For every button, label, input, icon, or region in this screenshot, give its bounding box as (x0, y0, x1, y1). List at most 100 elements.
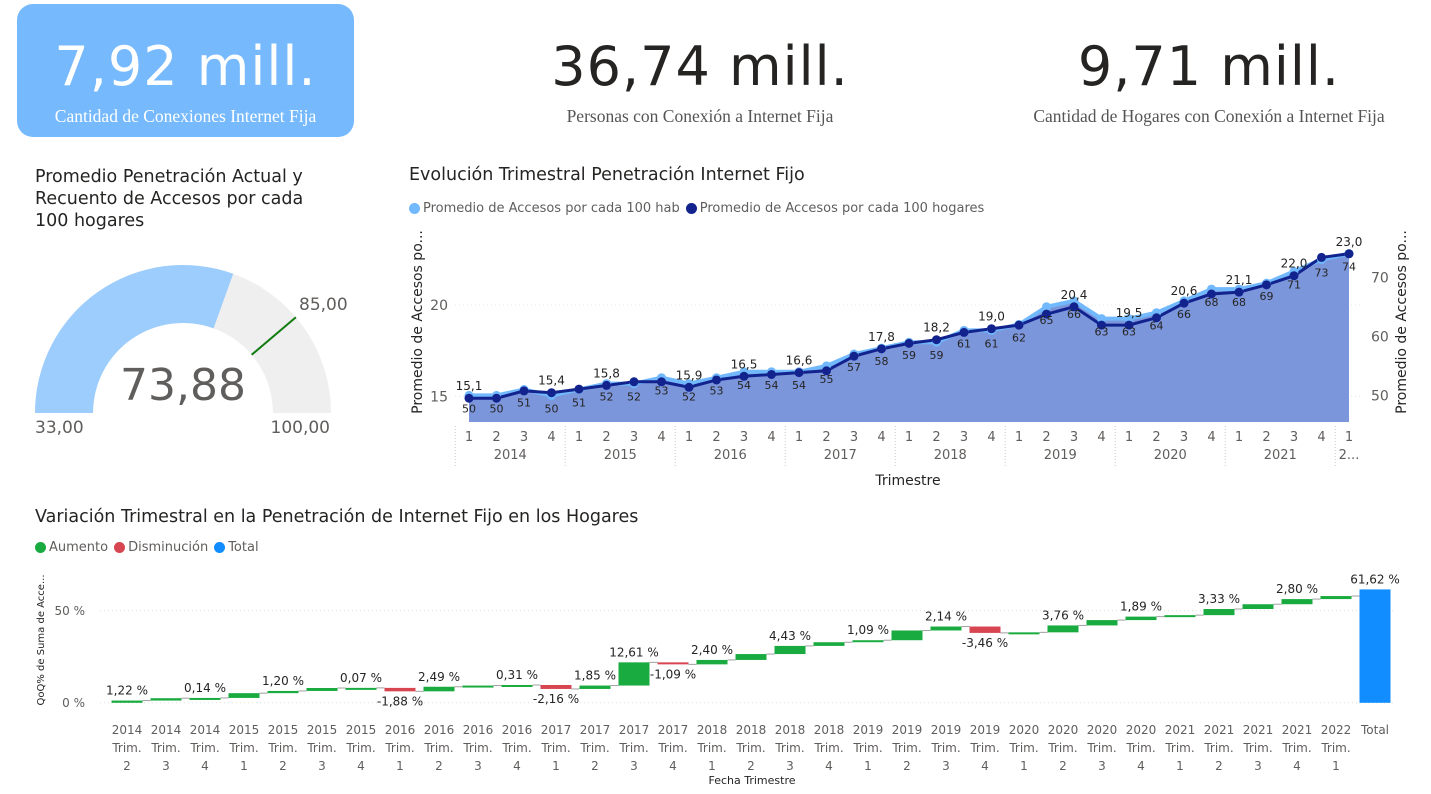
bar-aumento[interactable] (150, 698, 182, 701)
bar-aumento[interactable] (618, 662, 650, 686)
bar-aumento[interactable] (1125, 616, 1157, 621)
bar-aumento[interactable] (462, 685, 494, 688)
legend-hog-dot (685, 203, 697, 214)
point-hab[interactable] (767, 369, 776, 379)
line-chart[interactable]: 15 20 50 60 70 1 2 3 4 1 2 3 4 1 2 3 4 1 2 3 4 1 2 3 4 1 2 3 4 1 2 3 4 1 2… (400, 222, 1431, 494)
bar-aumento[interactable] (189, 697, 221, 700)
bar-disminucion[interactable] (969, 626, 1001, 633)
point-hab[interactable] (794, 368, 804, 378)
point-hab[interactable] (1042, 309, 1051, 319)
point-hab[interactable] (1179, 298, 1189, 308)
bar-aumento[interactable] (111, 700, 143, 703)
point-hogares[interactable] (1124, 314, 1134, 324)
bar-aumento[interactable] (423, 686, 455, 692)
point-hab[interactable] (492, 393, 501, 403)
quarter-tick-label: 3 (1070, 430, 1078, 445)
point-hab[interactable] (1262, 280, 1271, 290)
bar-aumento[interactable] (228, 693, 260, 698)
bar-total[interactable] (1359, 589, 1391, 703)
point-hab[interactable] (684, 382, 694, 392)
point-hab[interactable] (1207, 289, 1216, 299)
bar-aumento[interactable] (1047, 625, 1079, 633)
bar-aumento[interactable] (696, 659, 728, 665)
point-hab[interactable] (1014, 320, 1024, 330)
kpi-card-personas[interactable]: 36,74 mill. Personas con Conexión a Inte… (500, 4, 900, 137)
point-hab[interactable] (712, 375, 721, 385)
bar-aumento[interactable] (267, 690, 299, 694)
bar-aumento[interactable] (891, 630, 923, 641)
waterfall-x-tick: 2014 (112, 723, 143, 737)
waterfall-data-label: 2,40 % (691, 643, 733, 657)
point-hab[interactable] (519, 386, 529, 396)
waterfall-x-tick: Trim. (657, 741, 687, 755)
bar-aumento[interactable] (1320, 596, 1352, 600)
bar-aumento[interactable] (813, 642, 845, 646)
data-label-hab: 20,6 (1171, 284, 1198, 298)
point-hab[interactable] (877, 344, 886, 354)
point-hab[interactable] (629, 377, 639, 387)
bar-aumento[interactable] (852, 640, 884, 643)
point-hab[interactable] (1097, 320, 1106, 330)
bar-aumento[interactable] (735, 654, 767, 660)
quarter-tick-label: 2 (932, 430, 940, 445)
kpi-card-conexiones[interactable]: 7,92 mill. Cantidad de Conexiones Intern… (17, 4, 354, 137)
point-hab[interactable] (959, 327, 969, 337)
waterfall-title: Variación Trimestral en la Penetración d… (35, 507, 639, 527)
point-hab[interactable] (574, 384, 584, 394)
point-hab[interactable] (1124, 320, 1134, 330)
waterfall-data-label: 4,43 % (769, 629, 811, 643)
bar-aumento[interactable] (579, 685, 611, 689)
waterfall-x-tick: 3 (162, 759, 170, 773)
point-hab[interactable] (822, 366, 831, 376)
kpi-card-hogares[interactable]: 9,71 mill. Cantidad de Hogares con Conex… (995, 4, 1423, 137)
legend-total-dot (214, 542, 226, 553)
legend-total[interactable]: Total (214, 540, 259, 555)
legend-hog-label: Promedio de Accesos por cada 100 hogares (699, 201, 985, 216)
bar-aumento[interactable] (501, 684, 533, 687)
legend-aumento[interactable]: Aumento (35, 540, 108, 555)
legend-total-label: Total (228, 540, 259, 555)
point-hab[interactable] (547, 388, 556, 398)
point-hogares[interactable] (1097, 314, 1106, 324)
gauge-chart[interactable]: 73,88 33,00 100,00 85,00 (0, 250, 360, 450)
point-hab[interactable] (1317, 252, 1326, 262)
bar-aumento[interactable] (1086, 620, 1118, 626)
bar-aumento[interactable] (774, 645, 806, 655)
bar-aumento[interactable] (345, 687, 377, 690)
bar-aumento[interactable] (1164, 615, 1196, 618)
waterfall-x-tick: 2019 (970, 723, 1001, 737)
point-hogares[interactable] (1042, 302, 1051, 312)
point-hab[interactable] (1152, 313, 1161, 323)
bar-aumento[interactable] (1242, 604, 1274, 610)
waterfall-x-tick: Trim. (1242, 741, 1272, 755)
point-hab[interactable] (1289, 271, 1299, 281)
point-hab[interactable] (739, 371, 749, 381)
point-hab[interactable] (464, 393, 474, 403)
data-label-hogares: 51 (572, 397, 586, 410)
waterfall-chart[interactable]: 0 % 50 % 1,22 % 0,14 % 1,20 % 0,07 % -1,88 % 2… (0, 560, 1431, 794)
bar-aumento[interactable] (1008, 632, 1040, 635)
waterfall-x-tick: Trim. (501, 741, 531, 755)
quarter-tick-label: 1 (1345, 430, 1353, 445)
point-hab[interactable] (987, 324, 996, 334)
bar-aumento[interactable] (1281, 599, 1313, 605)
point-hab[interactable] (657, 377, 666, 387)
bar-disminucion[interactable] (540, 684, 572, 689)
bar-aumento[interactable] (1203, 609, 1235, 616)
bar-disminucion[interactable] (657, 662, 689, 665)
data-label-hogares: 50 (545, 402, 559, 415)
point-hab[interactable] (1344, 249, 1354, 259)
bar-disminucion[interactable] (384, 687, 416, 692)
point-hab[interactable] (849, 351, 859, 361)
legend-hab[interactable]: Promedio de Accesos por cada 100 hab (409, 201, 680, 216)
point-hab[interactable] (932, 335, 941, 345)
bar-aumento[interactable] (930, 626, 962, 631)
point-hab[interactable] (904, 338, 914, 348)
point-hab[interactable] (602, 380, 611, 390)
waterfall-x-tick: 3 (318, 759, 326, 773)
legend-disminucion[interactable]: Disminución (114, 540, 208, 555)
point-hab[interactable] (1234, 287, 1244, 297)
legend-hog[interactable]: Promedio de Accesos por cada 100 hogares (685, 201, 985, 216)
bar-aumento[interactable] (306, 688, 338, 691)
point-hab[interactable] (1069, 302, 1079, 312)
